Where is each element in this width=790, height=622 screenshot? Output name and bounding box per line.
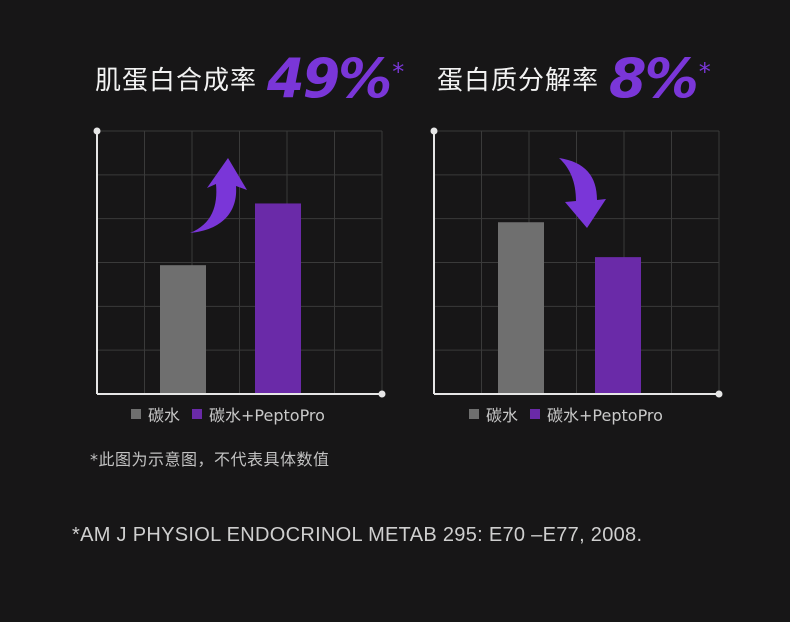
trend-arrow-up-icon	[190, 158, 247, 233]
y-axis-endpoint	[93, 127, 101, 135]
bar-chart-breakdown	[430, 127, 723, 398]
bar-pepto	[595, 257, 641, 394]
y-axis-endpoint	[430, 127, 438, 135]
bar-chart-synthesis	[93, 127, 386, 398]
legend-swatch-carb	[131, 409, 141, 419]
trend-arrow-down-icon	[559, 158, 606, 228]
chart-title-text: 蛋白质分解率	[437, 65, 600, 96]
highlight-value: 8%	[609, 46, 699, 110]
legend-label-pepto: 碳水+PeptoPro	[547, 406, 663, 425]
footnote-star: *	[698, 58, 711, 86]
legend-swatch-carb	[469, 409, 479, 419]
chart-panel-breakdown: 蛋白质分解率 8% * 碳水 碳水+PeptoPro	[395, 0, 790, 480]
x-axis-endpoint	[378, 390, 386, 398]
legend-label-pepto: 碳水+PeptoPro	[209, 406, 325, 425]
legend-item-carb: 碳水	[469, 402, 518, 426]
chart-title-synthesis: 肌蛋白合成率 49% *	[95, 46, 405, 110]
chart-title-breakdown: 蛋白质分解率 8% *	[437, 46, 711, 110]
bar-pepto	[255, 203, 301, 394]
legend-swatch-pepto	[192, 409, 203, 419]
illustration-note: *此图为示意图，不代表具体数值	[90, 450, 330, 469]
legend: 碳水 碳水+PeptoPro	[469, 402, 675, 426]
citation: *AM J PHYSIOL ENDOCRINOL METAB 295: E70 …	[72, 524, 643, 546]
legend-label-carb: 碳水	[148, 406, 181, 425]
bar-carb	[498, 222, 544, 394]
legend-item-carb: 碳水	[131, 402, 180, 426]
highlight-value: 49%	[267, 46, 392, 110]
chart-title-text: 肌蛋白合成率	[95, 65, 258, 96]
x-axis-endpoint	[715, 390, 723, 398]
chart-panel-synthesis: 肌蛋白合成率 49% * 碳水 碳水+PeptoPro *此图为示意图，不代表具…	[0, 0, 404, 480]
footnote-star: *	[392, 58, 405, 86]
legend-item-pepto: 碳水+PeptoPro	[192, 402, 325, 426]
bar-carb	[160, 265, 206, 394]
legend-label-carb: 碳水	[486, 406, 519, 425]
legend: 碳水 碳水+PeptoPro	[131, 402, 337, 426]
legend-item-pepto: 碳水+PeptoPro	[530, 402, 663, 426]
legend-swatch-pepto	[530, 409, 541, 419]
